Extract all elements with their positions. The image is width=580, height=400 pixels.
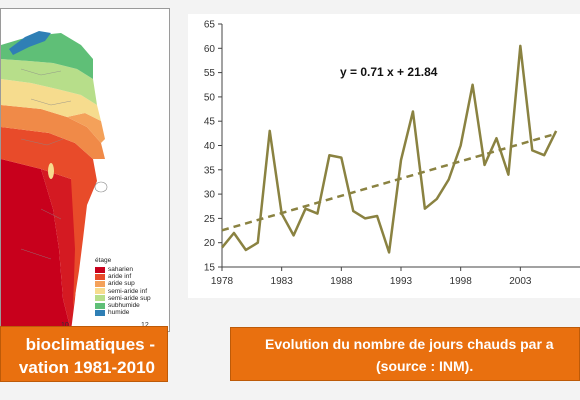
bioclimatic-map: 10 12 étage saharien aride inf aride sup… <box>0 8 170 332</box>
y-tick-label: 35 <box>204 165 216 176</box>
x-tick-label: 1983 <box>271 276 294 287</box>
data-series-line <box>221 44 558 254</box>
legend-label: aride inf <box>108 273 132 281</box>
map-caption: bioclimatiques - vation 1981-2010 <box>0 326 168 382</box>
y-tick-label: 45 <box>204 117 216 128</box>
legend-label: subhumide <box>108 302 140 310</box>
zone-aride-inf <box>1 127 97 309</box>
y-tick-label: 30 <box>204 190 216 201</box>
chart-caption-line2: (source : INM). <box>376 358 474 374</box>
x-tick-label: 1993 <box>390 276 413 287</box>
legend-swatch <box>95 302 105 309</box>
hot-days-chart: 15 20 25 30 35 40 45 50 55 60 65 1978 1983 1988 1993 19… <box>188 14 580 298</box>
legend-swatch <box>95 309 105 316</box>
y-tick-label: 65 <box>204 20 216 31</box>
zone-semi-aride-sup <box>1 59 97 105</box>
zone-humide <box>9 31 51 55</box>
y-tick-label: 40 <box>204 141 216 152</box>
y-tick-label: 60 <box>204 44 216 55</box>
zone-semi-aride-inf <box>1 79 101 121</box>
y-tick-label: 20 <box>204 238 216 249</box>
zone-saharien-east <box>41 169 83 331</box>
map-tick-10: 10 <box>61 322 69 329</box>
island-kerkennah <box>48 163 54 179</box>
legend-item: semi-aride sup <box>95 295 167 302</box>
legend-label: semi-aride inf <box>108 287 148 295</box>
zone-aride-sup-2 <box>67 113 105 143</box>
map-caption-line2: vation 1981-2010 <box>18 358 155 377</box>
legend-swatch <box>95 288 105 295</box>
map-caption-line1: bioclimatiques - <box>25 335 155 354</box>
y-tick-label: 25 <box>204 214 216 225</box>
legend-item: saharien <box>95 266 167 273</box>
legend-item: semi-aride inf <box>95 288 167 295</box>
chart-caption: Evolution du nombre de jours chauds par … <box>230 327 580 381</box>
legend-swatch <box>95 295 105 302</box>
zone-aride-sup <box>1 105 105 159</box>
y-tick-label: 15 <box>204 263 216 274</box>
legend-item: aride sup <box>95 280 167 287</box>
x-tick-label: 1998 <box>450 276 473 287</box>
legend-swatch <box>95 273 105 280</box>
x-tick-label: 2003 <box>509 276 532 287</box>
map-legend: étage saharien aride inf aride sup semi-… <box>95 257 167 316</box>
legend-label: aride sup <box>108 280 135 288</box>
legend-label: semi-aride sup <box>108 294 151 302</box>
map-tick-12: 12 <box>141 322 149 329</box>
zone-saharien <box>1 159 71 331</box>
x-tick-label: 1988 <box>330 276 353 287</box>
y-tick-label: 55 <box>204 68 216 79</box>
legend-item: humide <box>95 309 167 316</box>
legend-item: aride inf <box>95 273 167 280</box>
legend-item: subhumide <box>95 302 167 309</box>
x-tick-label: 1978 <box>211 276 234 287</box>
island-djerba <box>94 181 108 193</box>
legend-label: humide <box>108 309 130 317</box>
tunisia-map-graphic: 10 12 <box>1 31 149 331</box>
legend-swatch <box>95 280 105 287</box>
trendline-equation: y = 0.71 x + 21.84 <box>340 65 438 79</box>
y-tick-label: 50 <box>204 92 216 103</box>
chart-caption-line1: Evolution du nombre de jours chauds par … <box>265 336 554 352</box>
chart-svg: 15 20 25 30 35 40 45 50 55 60 65 1978 1983 1988 1993 19… <box>204 20 580 287</box>
legend-label: saharien <box>108 266 133 274</box>
legend-title: étage <box>95 257 112 264</box>
legend-swatch <box>95 266 105 273</box>
